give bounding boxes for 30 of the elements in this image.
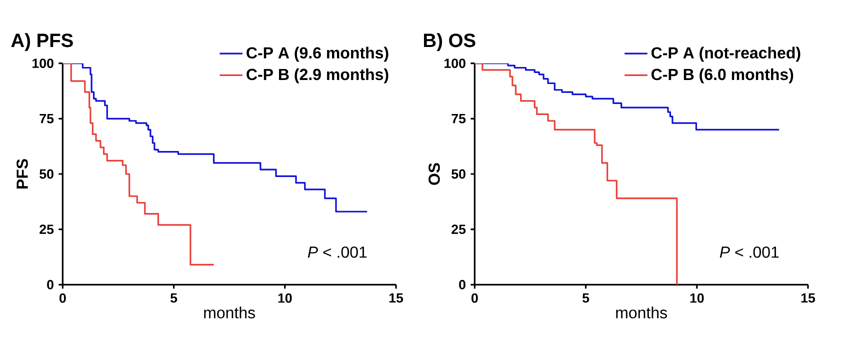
x-tick-label: 10: [278, 293, 292, 303]
x-tick-label: 5: [582, 293, 590, 303]
y-tick-label: 50: [40, 169, 54, 179]
y-axis-title: PFS: [16, 159, 28, 188]
x-tick-label: 5: [170, 293, 178, 303]
legend-label: C-P B (2.9 months): [246, 68, 388, 84]
y-tick-label: 75: [40, 114, 54, 124]
chart-title: B) OS: [424, 33, 476, 52]
x-axis-title: months: [616, 306, 667, 318]
annotation: P < .001: [720, 246, 779, 258]
legend-label: C-P A (9.6 months): [246, 46, 388, 62]
y-tick-label: 25: [40, 224, 54, 234]
x-tick-label: 10: [690, 293, 704, 303]
x-tick-label: 0: [59, 293, 66, 303]
y-tick-label: 0: [459, 280, 466, 290]
x-tick-label: 15: [389, 293, 404, 303]
y-tick-label: 25: [452, 224, 466, 234]
legend-label: C-P A (not-reached): [651, 46, 800, 62]
y-tick-label: 100: [32, 58, 54, 68]
y-tick-label: 50: [452, 169, 466, 179]
y-tick-label: 75: [452, 114, 466, 124]
x-tick-label: 15: [801, 293, 816, 303]
x-tick-label: 0: [471, 293, 478, 303]
x-axis-title: months: [204, 306, 255, 318]
annotation: P < .001: [308, 246, 367, 258]
y-axis-title: OS: [428, 163, 440, 185]
chart-title: A) PFS: [11, 33, 73, 52]
y-tick-label: 0: [47, 280, 54, 290]
legend-label: C-P B (6.0 months): [651, 68, 794, 84]
y-tick-label: 100: [444, 58, 466, 68]
